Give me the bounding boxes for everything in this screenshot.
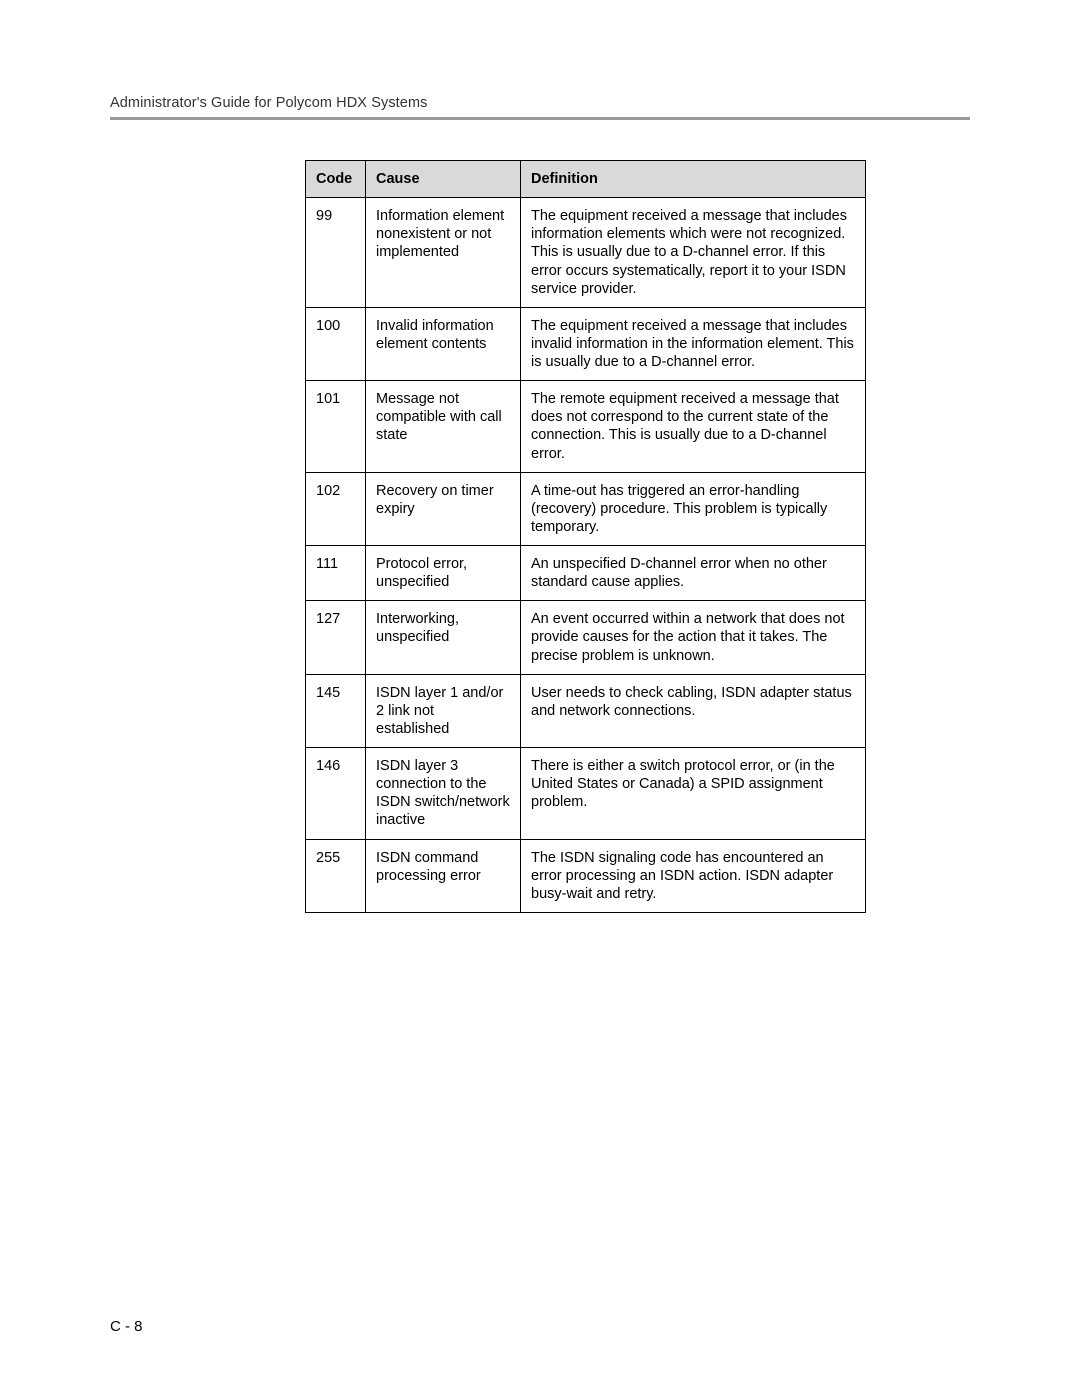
cell-cause: Interworking, unspecified [366, 601, 521, 674]
cell-definition: A time-out has triggered an error-handli… [521, 472, 866, 545]
cell-code: 111 [306, 546, 366, 601]
cell-cause: ISDN layer 3 connection to the ISDN swit… [366, 748, 521, 840]
cell-cause: ISDN layer 1 and/or 2 link not establish… [366, 674, 521, 747]
cell-definition: An unspecified D-channel error when no o… [521, 546, 866, 601]
cell-cause: Message not compatible with call state [366, 381, 521, 473]
cell-definition: User needs to check cabling, ISDN adapte… [521, 674, 866, 747]
cell-cause: Invalid information element contents [366, 307, 521, 380]
table-row: 145 ISDN layer 1 and/or 2 link not estab… [306, 674, 866, 747]
page-number: C - 8 [110, 1318, 143, 1335]
header-title: Administrator's Guide for Polycom HDX Sy… [110, 95, 970, 111]
header-rule [110, 117, 970, 120]
cell-cause: Recovery on timer expiry [366, 472, 521, 545]
page: Administrator's Guide for Polycom HDX Sy… [0, 0, 1080, 1397]
table-row: 100 Invalid information element contents… [306, 307, 866, 380]
table-row: 111 Protocol error, unspecified An unspe… [306, 546, 866, 601]
cell-definition: An event occurred within a network that … [521, 601, 866, 674]
cell-code: 100 [306, 307, 366, 380]
table-row: 102 Recovery on timer expiry A time-out … [306, 472, 866, 545]
cell-code: 255 [306, 839, 366, 912]
cell-code: 99 [306, 198, 366, 308]
cell-definition: The ISDN signaling code has encountered … [521, 839, 866, 912]
col-header-cause: Cause [366, 161, 521, 198]
cell-code: 127 [306, 601, 366, 674]
cell-code: 145 [306, 674, 366, 747]
cell-cause: Protocol error, unspecified [366, 546, 521, 601]
cell-definition: The remote equipment received a message … [521, 381, 866, 473]
cell-cause: Information element nonexistent or not i… [366, 198, 521, 308]
col-header-definition: Definition [521, 161, 866, 198]
table-row: 146 ISDN layer 3 connection to the ISDN … [306, 748, 866, 840]
col-header-code: Code [306, 161, 366, 198]
cell-code: 102 [306, 472, 366, 545]
cell-definition: The equipment received a message that in… [521, 307, 866, 380]
table-row: 255 ISDN command processing error The IS… [306, 839, 866, 912]
table-head: Code Cause Definition [306, 161, 866, 198]
table-row: 127 Interworking, unspecified An event o… [306, 601, 866, 674]
table-row: 99 Information element nonexistent or no… [306, 198, 866, 308]
cell-definition: The equipment received a message that in… [521, 198, 866, 308]
cell-definition: There is either a switch protocol error,… [521, 748, 866, 840]
cell-cause: ISDN command processing error [366, 839, 521, 912]
cell-code: 146 [306, 748, 366, 840]
cell-code: 101 [306, 381, 366, 473]
table-body: 99 Information element nonexistent or no… [306, 198, 866, 913]
table-header-row: Code Cause Definition [306, 161, 866, 198]
codes-table: Code Cause Definition 99 Information ele… [305, 160, 866, 913]
table-row: 101 Message not compatible with call sta… [306, 381, 866, 473]
